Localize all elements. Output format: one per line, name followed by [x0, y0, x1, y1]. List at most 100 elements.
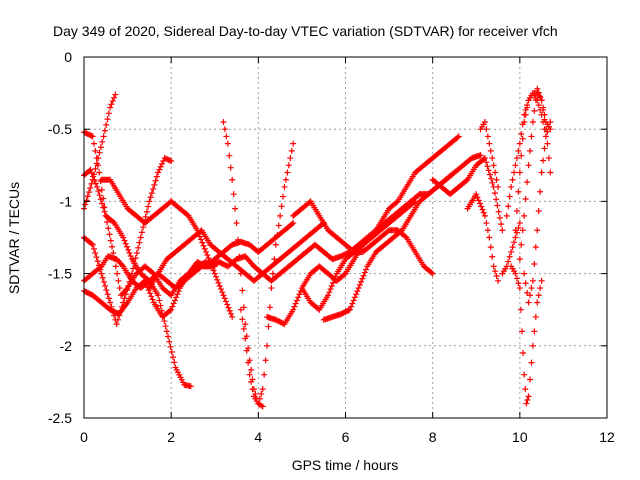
data-point: [290, 140, 297, 147]
data-point: [521, 270, 528, 277]
data-point: [515, 147, 522, 154]
data-point: [167, 343, 174, 350]
data-point: [108, 101, 115, 108]
data-point: [87, 166, 94, 173]
data-point: [153, 173, 160, 180]
x-tick-label: 0: [80, 429, 88, 445]
data-point: [515, 188, 522, 195]
data-point: [155, 292, 162, 299]
data-point: [496, 214, 503, 221]
data-point: [147, 194, 154, 201]
data-point: [184, 211, 191, 218]
data-point: [516, 169, 523, 176]
x-axis-label: GPS time / hours: [292, 457, 399, 473]
data-point: [493, 273, 500, 280]
data-point: [272, 241, 279, 248]
data-point: [486, 171, 493, 178]
data-point: [216, 282, 223, 289]
data-point: [519, 328, 526, 335]
data-point: [101, 127, 108, 134]
data-point: [269, 270, 276, 277]
data-point: [92, 147, 99, 154]
data-point: [227, 310, 234, 317]
data-point: [168, 157, 175, 164]
data-point: [528, 133, 535, 140]
data-point: [95, 262, 102, 269]
data-point: [215, 279, 222, 286]
data-point: [113, 321, 120, 328]
grid-lines: [84, 57, 607, 418]
data-point: [125, 282, 132, 289]
data-point: [106, 231, 113, 238]
data-point: [173, 294, 180, 301]
data-point: [104, 291, 111, 298]
data-point: [522, 195, 529, 202]
data-point: [358, 278, 365, 285]
data-point: [503, 263, 510, 270]
data-point: [410, 199, 417, 206]
data-point: [531, 328, 538, 335]
series-track-4: [81, 166, 194, 390]
data-point: [490, 162, 497, 169]
data-point: [248, 366, 255, 373]
data-point: [227, 164, 234, 171]
data-point: [259, 403, 266, 410]
data-point: [513, 208, 520, 215]
data-point: [356, 281, 363, 288]
data-point: [148, 293, 155, 300]
data-point: [155, 169, 162, 176]
data-point: [327, 286, 334, 293]
data-point: [513, 155, 520, 162]
data-point: [534, 227, 541, 234]
data-point: [412, 198, 419, 205]
data-point: [349, 300, 356, 307]
data-point: [168, 306, 175, 313]
data-point: [105, 110, 112, 117]
data-point: [495, 277, 502, 284]
data-point: [140, 224, 147, 231]
data-point: [91, 140, 98, 147]
data-point: [145, 276, 152, 283]
data-point: [162, 323, 169, 330]
data-point: [239, 287, 246, 294]
data-point: [165, 333, 172, 340]
data-point: [483, 220, 490, 227]
data-point: [128, 270, 135, 277]
data-point: [525, 299, 532, 306]
data-point: [463, 177, 470, 184]
data-point: [229, 176, 236, 183]
data-point: [503, 212, 510, 219]
data-point: [281, 183, 288, 190]
data-point: [522, 106, 529, 113]
data-point: [214, 276, 221, 283]
data-point: [166, 338, 173, 345]
data-point: [246, 371, 253, 378]
data-point: [127, 274, 134, 281]
data-point: [545, 155, 552, 162]
data-point: [490, 263, 497, 270]
data-point: [210, 267, 217, 274]
series-track-17: [477, 118, 502, 190]
data-point: [237, 306, 244, 313]
series-track-11: [264, 133, 462, 328]
data-point: [455, 133, 462, 140]
data-point: [540, 118, 547, 125]
data-point: [511, 169, 518, 176]
data-point: [135, 244, 142, 251]
data-point: [495, 208, 502, 215]
data-point: [278, 203, 285, 210]
data-point: [541, 145, 548, 152]
series-track-16: [464, 191, 502, 284]
data-point: [123, 243, 130, 250]
data-point: [89, 133, 96, 140]
data-point: [529, 342, 536, 349]
data-point: [102, 282, 109, 289]
data-point: [476, 200, 483, 207]
data-point: [92, 180, 99, 187]
data-point: [512, 162, 519, 169]
data-point: [540, 157, 547, 164]
data-point: [516, 285, 523, 292]
data-point: [122, 291, 129, 298]
data-point: [187, 383, 194, 390]
data-point: [484, 163, 491, 170]
